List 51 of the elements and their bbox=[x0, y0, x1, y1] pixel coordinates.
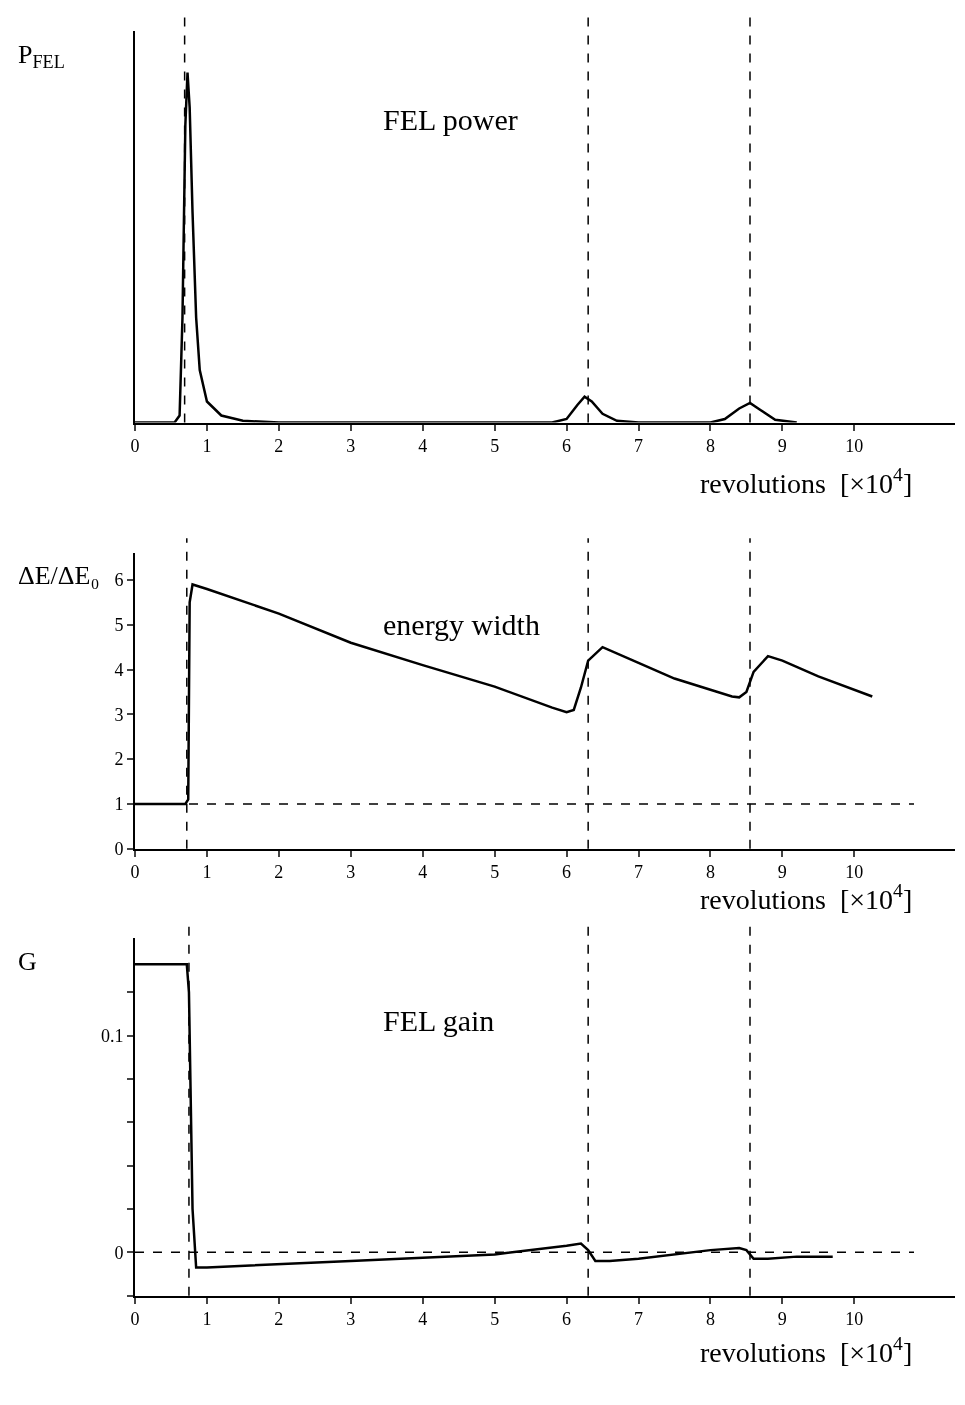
x-tick-label: 7 bbox=[634, 862, 644, 883]
y-tick-label: 6 bbox=[114, 570, 124, 591]
x-tick-label: 10 bbox=[845, 436, 864, 457]
x-tick-label: 9 bbox=[777, 436, 787, 457]
x-axis-title: revolutions [×10$^{4}$] bbox=[700, 1333, 913, 1368]
x-tick-label: 2 bbox=[274, 862, 284, 883]
x-tick-label: 2 bbox=[274, 1309, 284, 1330]
x-tick-label: 9 bbox=[777, 862, 787, 883]
y-tick-label: 4 bbox=[114, 659, 124, 680]
x-tick-label: 0 bbox=[130, 1309, 140, 1330]
x-tick-label: 9 bbox=[777, 1309, 787, 1330]
text: energy width bbox=[383, 608, 540, 641]
x-tick-label: 1 bbox=[202, 862, 212, 883]
y-tick-label: 5 bbox=[114, 615, 124, 636]
x-tick-label: 3 bbox=[346, 1309, 356, 1330]
x-tick-label: 5 bbox=[490, 436, 500, 457]
x-tick-label: 6 bbox=[562, 436, 572, 457]
text: FEL power bbox=[383, 103, 518, 136]
x-tick-label: 3 bbox=[346, 862, 356, 883]
x-tick-label: 1 bbox=[202, 1309, 212, 1330]
y-tick-label: 1 bbox=[114, 794, 124, 815]
y-tick-label: 0 bbox=[114, 839, 124, 860]
x-tick-label: 8 bbox=[705, 436, 715, 457]
y-axis-title: G bbox=[18, 947, 37, 976]
x-tick-label: 10 bbox=[845, 1309, 864, 1330]
x-tick-label: 8 bbox=[705, 1309, 715, 1330]
x-tick-label: 7 bbox=[634, 436, 644, 457]
y-tick-label: 0.1 bbox=[100, 1025, 124, 1046]
x-axis-title: revolutions [×10$^{4}$] bbox=[700, 464, 913, 499]
x-tick-label: 4 bbox=[418, 862, 428, 883]
y-tick-label: 2 bbox=[114, 749, 124, 770]
y-tick-label: 3 bbox=[114, 704, 124, 725]
x-tick-label: 5 bbox=[490, 1309, 500, 1330]
x-tick-label: 6 bbox=[562, 1309, 572, 1330]
x-axis-title: revolutions [×10$^{4}$] bbox=[700, 880, 913, 915]
x-tick-label: 2 bbox=[274, 436, 284, 457]
x-tick-label: 7 bbox=[634, 1309, 644, 1330]
x-tick-label: 6 bbox=[562, 862, 572, 883]
y-tick-label: 0 bbox=[114, 1242, 124, 1263]
x-tick-label: 0 bbox=[130, 862, 140, 883]
x-tick-label: 4 bbox=[418, 1309, 428, 1330]
x-tick-label: 10 bbox=[845, 862, 864, 883]
x-tick-label: 1 bbox=[202, 436, 212, 457]
y-axis-title: ΔE/ΔE₀ bbox=[18, 561, 100, 590]
x-tick-label: 3 bbox=[346, 436, 356, 457]
x-tick-label: 4 bbox=[418, 436, 428, 457]
x-tick-label: 8 bbox=[705, 862, 715, 883]
y-axis-title: P$_{FEL}$ bbox=[18, 40, 65, 73]
x-tick-label: 5 bbox=[490, 862, 500, 883]
text: FEL gain bbox=[383, 1004, 495, 1037]
x-tick-label: 0 bbox=[130, 436, 140, 457]
